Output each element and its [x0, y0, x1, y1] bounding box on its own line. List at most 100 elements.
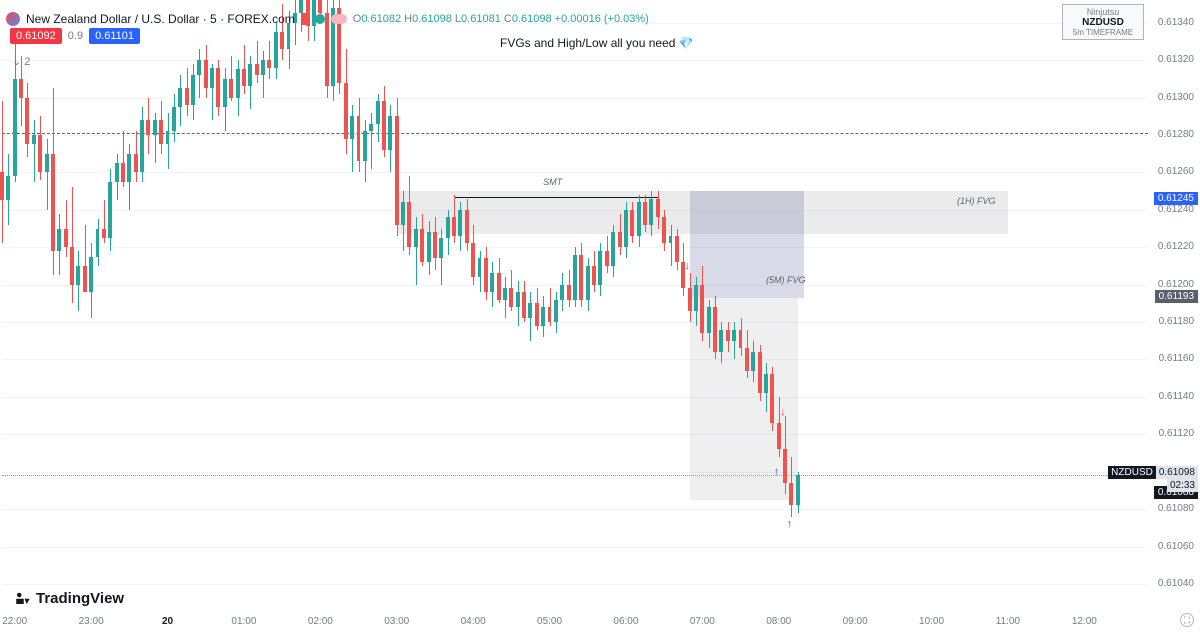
candle-body[interactable] [25, 98, 29, 145]
y-axis[interactable]: 0.613400.613200.613000.612800.612600.612… [1148, 2, 1198, 606]
candle-body[interactable] [357, 116, 361, 161]
ask-badge[interactable]: 0.61101 [89, 28, 140, 44]
candle-body[interactable] [382, 101, 386, 150]
candle-body[interactable] [490, 273, 494, 292]
candle-body[interactable] [758, 352, 762, 393]
candle-body[interactable] [369, 124, 373, 131]
candle-body[interactable] [465, 210, 469, 244]
candle-body[interactable] [471, 243, 475, 277]
candle-body[interactable] [153, 120, 157, 135]
candle-body[interactable] [159, 120, 163, 144]
candle-body[interactable] [19, 79, 23, 98]
x-axis[interactable]: 22:0023:002001:0002:0003:0004:0005:0006:… [2, 611, 1148, 631]
candle-body[interactable] [535, 303, 539, 325]
candle-body[interactable] [0, 172, 4, 200]
candle-body[interactable] [229, 79, 233, 98]
candle-body[interactable] [242, 69, 246, 86]
candle-body[interactable] [592, 266, 596, 285]
candle-body[interactable] [166, 131, 170, 144]
candle-body[interactable] [579, 255, 583, 300]
candle-body[interactable] [57, 229, 61, 251]
candle-body[interactable] [204, 60, 208, 88]
y-symbol-price-label[interactable]: NZDUSD0.61098 [1108, 466, 1198, 479]
candle-body[interactable] [783, 449, 787, 483]
candle-body[interactable] [76, 266, 80, 285]
candle-body[interactable] [554, 300, 558, 322]
candle-body[interactable] [777, 423, 781, 449]
candle-body[interactable] [732, 330, 736, 341]
fullscreen-icon[interactable]: ⛶ [1180, 613, 1194, 627]
candle-body[interactable] [32, 135, 36, 144]
candle-body[interactable] [210, 68, 214, 89]
candle-body[interactable] [688, 288, 692, 310]
candle-body[interactable] [662, 217, 666, 243]
candle-body[interactable] [719, 330, 723, 352]
candle-body[interactable] [407, 202, 411, 247]
candle-body[interactable] [700, 285, 704, 334]
candle-body[interactable] [516, 292, 520, 307]
candle-body[interactable] [789, 483, 793, 505]
candle-body[interactable] [573, 255, 577, 300]
candle-body[interactable] [261, 60, 265, 75]
candle-body[interactable] [134, 154, 138, 173]
candle-body[interactable] [395, 116, 399, 225]
candle-body[interactable] [267, 60, 271, 67]
indicator-box[interactable]: Ninjutsu NZDUSD 5m TIMEFRAME [1062, 4, 1144, 40]
candle-body[interactable] [630, 210, 634, 236]
candle-body[interactable] [694, 285, 698, 311]
candle-body[interactable] [745, 348, 749, 370]
candle-body[interactable] [528, 303, 532, 318]
candle-body[interactable] [172, 107, 176, 131]
candle-body[interactable] [89, 257, 93, 293]
candle-body[interactable] [350, 116, 354, 138]
candle-body[interactable] [605, 251, 609, 266]
candle-body[interactable] [83, 266, 87, 292]
candle-body[interactable] [401, 202, 405, 224]
candle-body[interactable] [509, 288, 513, 307]
bid-badge[interactable]: 0.61092 [10, 28, 62, 44]
candle-body[interactable] [675, 236, 679, 262]
candle-body[interactable] [6, 176, 10, 200]
symbol-title[interactable]: New Zealand Dollar / U.S. Dollar · 5 · F… [26, 12, 295, 26]
candle-body[interactable] [649, 199, 653, 225]
candle-body[interactable] [363, 131, 367, 161]
candle-body[interactable] [13, 79, 17, 176]
candle-body[interactable] [255, 64, 259, 75]
candle-body[interactable] [439, 238, 443, 259]
candle-body[interactable] [274, 32, 278, 68]
candle-body[interactable] [560, 285, 564, 300]
candle-body[interactable] [770, 374, 774, 423]
candle-body[interactable] [726, 330, 730, 341]
candle-body[interactable] [344, 83, 348, 139]
candle-body[interactable] [280, 32, 284, 49]
candle-body[interactable] [751, 352, 755, 371]
candle-body[interactable] [618, 232, 622, 247]
candle-body[interactable] [598, 251, 602, 285]
candle-body[interactable] [388, 116, 392, 150]
candle-body[interactable] [707, 307, 711, 333]
candle-body[interactable] [197, 60, 201, 75]
candle-body[interactable] [452, 217, 456, 236]
candle-body[interactable] [146, 120, 150, 135]
candle-body[interactable] [223, 79, 227, 107]
candle-body[interactable] [656, 199, 660, 218]
candle-body[interactable] [45, 154, 49, 173]
candle-body[interactable] [115, 163, 119, 182]
candle-body[interactable] [567, 285, 571, 300]
candle-body[interactable] [420, 229, 424, 263]
candle-body[interactable] [541, 307, 545, 326]
candle-body[interactable] [191, 75, 195, 105]
candle-body[interactable] [70, 247, 74, 284]
candle-body[interactable] [236, 69, 240, 97]
candle-body[interactable] [38, 135, 42, 172]
candle-body[interactable] [414, 229, 418, 248]
candle-body[interactable] [185, 88, 189, 105]
y-price-label[interactable]: 0.61245 [1154, 192, 1198, 205]
candle-body[interactable] [51, 154, 55, 251]
candle-body[interactable] [586, 266, 590, 300]
candle-body[interactable] [643, 202, 647, 224]
candle-body[interactable] [611, 232, 615, 266]
candle-body[interactable] [637, 202, 641, 236]
candle-body[interactable] [96, 229, 100, 257]
chart-canvas[interactable]: (1H) FVG(5M) FVGSMT↓↓↑↑ [2, 2, 1148, 606]
